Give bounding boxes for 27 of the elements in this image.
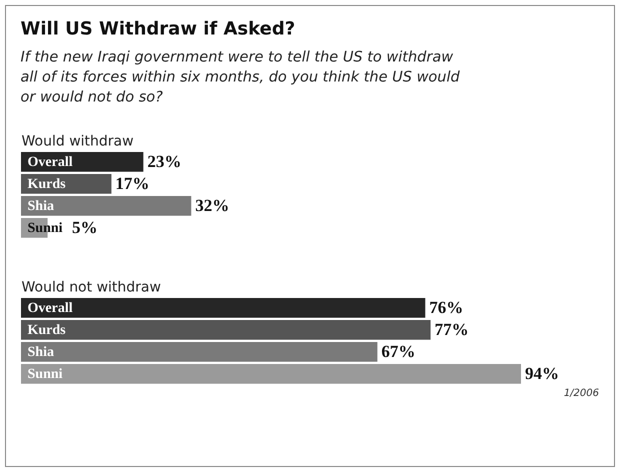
data-label: 32% xyxy=(195,196,230,215)
y-tick-label: Shia xyxy=(28,198,54,214)
data-label: 17% xyxy=(115,174,150,193)
data-label: 76% xyxy=(429,298,464,317)
y-tick-label: Sunni xyxy=(28,366,63,382)
y-tick-label: Shia xyxy=(28,344,54,360)
bar xyxy=(21,364,521,384)
y-tick-label: Kurds xyxy=(28,322,66,338)
data-label: 77% xyxy=(434,320,469,339)
bar xyxy=(21,342,378,362)
y-tick-label: Kurds xyxy=(28,176,66,192)
text: If the new Iraqi government were to tell the US to withdraw all of its forces within six months, do you think the US would or would not do so? xyxy=(20,50,461,106)
bar xyxy=(21,298,426,318)
y-axis-title: Would withdraw xyxy=(22,134,134,150)
data-label: 67% xyxy=(381,342,416,361)
y-axis-title: Would not withdraw xyxy=(22,280,161,296)
bar xyxy=(21,152,144,172)
y-tick-label: Overall xyxy=(28,300,73,316)
y-tick-label: Overall xyxy=(28,154,73,170)
chart-title: Will US Withdraw if Asked? xyxy=(20,18,296,40)
bar xyxy=(21,174,112,194)
data-label: 5% xyxy=(72,218,98,237)
bar xyxy=(21,196,192,216)
bar xyxy=(21,320,431,340)
text: 1/2006 xyxy=(564,388,599,399)
data-label: 23% xyxy=(147,152,182,171)
data-label: 94% xyxy=(525,364,559,383)
